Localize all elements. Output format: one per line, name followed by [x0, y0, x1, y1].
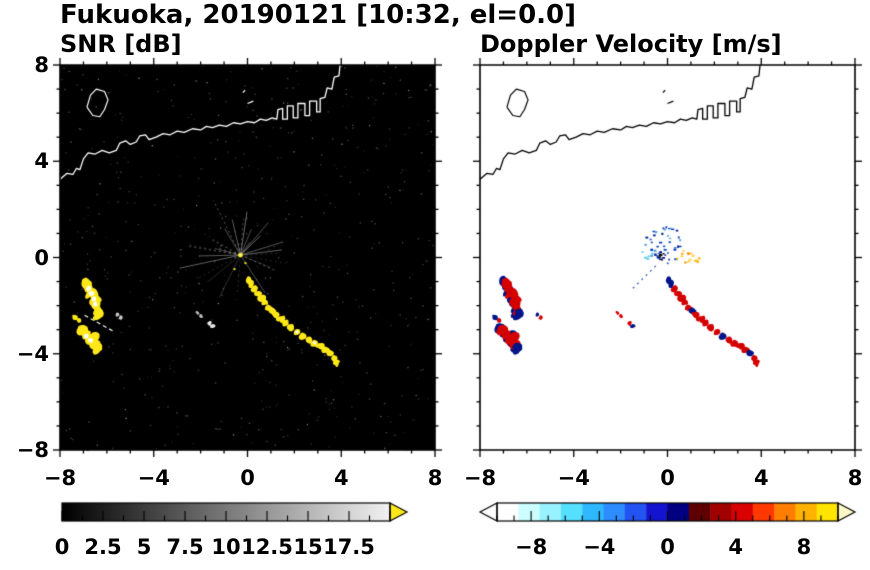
x-tick-label: −8: [463, 466, 497, 490]
colorbar-label: 15: [293, 535, 323, 559]
x-tick-label: 0: [660, 466, 675, 490]
doppler-colorbar-canvas: [475, 500, 860, 526]
y-tick-label: 0: [34, 245, 49, 270]
colorbar-label: 4: [728, 535, 743, 559]
x-tick-label: 4: [753, 466, 769, 490]
y-tick-label: 4: [34, 149, 49, 174]
figure-title: Fukuoka, 20190121 [10:32, el=0.0]: [60, 0, 577, 30]
colorbar-label: −8: [514, 535, 548, 559]
colorbar-label: 17.5: [323, 535, 375, 559]
colorbar-label: 7.5: [166, 535, 204, 559]
y-tick-label: −4: [16, 341, 49, 366]
snr-plot-canvas: [50, 55, 445, 460]
x-tick-label: −4: [137, 466, 170, 490]
x-tick-label: 0: [240, 466, 255, 490]
doppler-plot-canvas: [470, 55, 865, 460]
x-tick-label: −4: [557, 466, 590, 490]
y-tick-label: 8: [34, 53, 49, 77]
colorbar-label: −4: [583, 535, 616, 559]
x-tick-label: −8: [43, 466, 77, 490]
x-tick-label: 8: [847, 466, 863, 490]
colorbar-label: 12.5: [241, 535, 293, 559]
colorbar-label: 5: [136, 535, 152, 559]
colorbar-label: 2.5: [84, 535, 122, 559]
colorbar-label: 0: [660, 535, 675, 559]
snr-panel-title: SNR [dB]: [60, 30, 182, 58]
colorbar-label: 8: [796, 535, 812, 559]
x-tick-label: 8: [427, 466, 443, 490]
snr-colorbar-canvas: [55, 500, 415, 526]
y-tick-label: −8: [16, 438, 49, 462]
colorbar-label: 0: [54, 535, 70, 559]
colorbar-label: 10: [211, 535, 241, 559]
x-tick-label: 4: [333, 466, 349, 490]
doppler-panel-title: Doppler Velocity [m/s]: [480, 30, 782, 58]
